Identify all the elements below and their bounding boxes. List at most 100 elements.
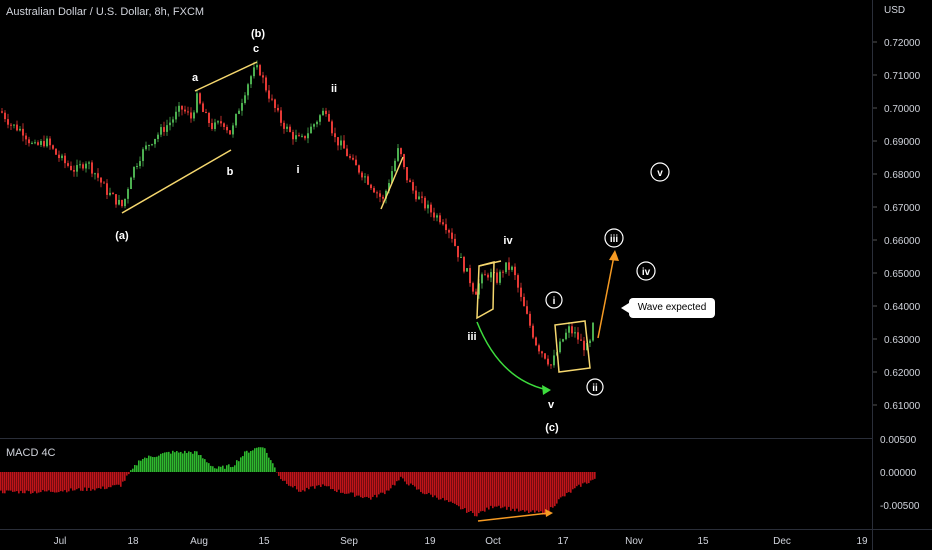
macd-bar xyxy=(268,457,270,472)
time-tick-label: 18 xyxy=(127,536,139,547)
macd-bar xyxy=(428,472,430,493)
candle-body xyxy=(511,266,513,270)
candle-body xyxy=(88,162,90,164)
macd-bar xyxy=(322,472,324,485)
macd-bar xyxy=(326,472,328,487)
macd-bar xyxy=(284,472,286,481)
candle-body xyxy=(181,105,183,110)
macd-bar xyxy=(226,465,228,472)
macd-bar xyxy=(502,472,504,508)
macd-bar xyxy=(488,472,490,510)
macd-bar xyxy=(158,455,160,472)
macd-bar xyxy=(558,472,560,500)
macd-bar xyxy=(398,472,400,481)
candle-body xyxy=(391,171,393,184)
candle-body xyxy=(100,177,102,183)
macd-bar xyxy=(534,472,536,513)
candle-body xyxy=(352,157,354,160)
macd-bar xyxy=(184,450,186,472)
candle-body xyxy=(319,115,321,122)
candle-body xyxy=(304,135,306,139)
circled-labels: i ii iii iv v xyxy=(545,162,670,396)
macd-bar xyxy=(260,447,262,472)
macd-bar xyxy=(446,472,448,501)
candle-body xyxy=(184,109,186,112)
candle-body xyxy=(1,111,3,113)
macd-bar xyxy=(258,447,260,472)
macd-indicator-label[interactable]: MACD 4C xyxy=(6,447,56,459)
macd-bar xyxy=(574,472,576,489)
candle-body xyxy=(127,189,129,199)
candle-body xyxy=(538,345,540,352)
candle-body xyxy=(388,183,390,191)
macd-bar xyxy=(312,472,314,487)
macd-bar xyxy=(450,472,452,502)
candle-body xyxy=(409,180,411,183)
macd-bar xyxy=(24,472,26,494)
macd-bar xyxy=(310,472,312,487)
macd-bar xyxy=(106,472,108,489)
price-tick-label: 0.72000 xyxy=(884,38,921,49)
macd-bar xyxy=(130,470,132,472)
macd-bar xyxy=(378,472,380,495)
candle-body xyxy=(559,341,561,353)
candle-body xyxy=(403,154,405,168)
time-tick-label: 15 xyxy=(697,536,709,547)
macd-bar xyxy=(352,472,354,493)
macd-bar xyxy=(330,472,332,490)
label-iii: iii xyxy=(467,331,476,343)
macd-bar xyxy=(336,472,338,493)
wave-expected-callout[interactable]: Wave expected xyxy=(621,298,715,318)
candle-body xyxy=(421,196,423,198)
candle-body xyxy=(382,196,384,199)
pane-separator[interactable] xyxy=(0,438,872,439)
macd-bar xyxy=(196,451,198,472)
macd-bar xyxy=(472,472,474,513)
time-tick-label: Oct xyxy=(485,536,501,547)
macd-bar xyxy=(4,472,6,494)
macd-bar xyxy=(356,472,358,496)
macd-bar xyxy=(384,472,386,495)
candle-body xyxy=(544,353,546,359)
macd-bar xyxy=(386,472,388,491)
macd-bar xyxy=(70,472,72,489)
candle-body xyxy=(526,306,528,314)
macd-bar xyxy=(8,472,10,491)
candle-body xyxy=(286,126,288,129)
candle-body xyxy=(52,145,54,149)
green-arrowhead xyxy=(542,385,551,395)
macd-bar xyxy=(402,472,404,479)
candle-body xyxy=(562,339,564,342)
candle-body xyxy=(130,177,132,190)
drawings[interactable] xyxy=(121,61,619,522)
macd-bar xyxy=(188,451,190,472)
candle-body xyxy=(589,340,591,344)
macd-bar xyxy=(232,466,234,472)
macd-bar xyxy=(320,472,322,487)
macd-bar xyxy=(276,472,278,473)
macd-bar xyxy=(126,472,128,476)
macd-bar xyxy=(32,472,34,493)
macd-tick-label: 0.00000 xyxy=(880,468,917,479)
macd-bar xyxy=(452,472,454,503)
wave-labels: (b) c a b (a) ii i iv iii v (c) xyxy=(115,28,559,434)
candle-body xyxy=(349,156,351,158)
macd-bar xyxy=(104,472,106,490)
chart-title: Australian Dollar / U.S. Dollar, 8h, FXC… xyxy=(6,6,205,18)
macd-bar xyxy=(272,463,274,472)
candle-body xyxy=(580,339,582,341)
macd-bar xyxy=(72,472,74,491)
macd-bar xyxy=(454,472,456,504)
candle-body xyxy=(217,121,219,123)
macd-bar xyxy=(64,472,66,491)
macd-bar xyxy=(262,447,264,472)
macd-bar xyxy=(86,472,88,491)
candle-body xyxy=(139,161,141,166)
macd-bar xyxy=(40,472,42,493)
candle-body xyxy=(373,188,375,193)
macd-bar xyxy=(348,472,350,494)
macd-bar xyxy=(210,465,212,472)
macd-bar xyxy=(408,472,410,486)
candle-body xyxy=(208,112,210,124)
